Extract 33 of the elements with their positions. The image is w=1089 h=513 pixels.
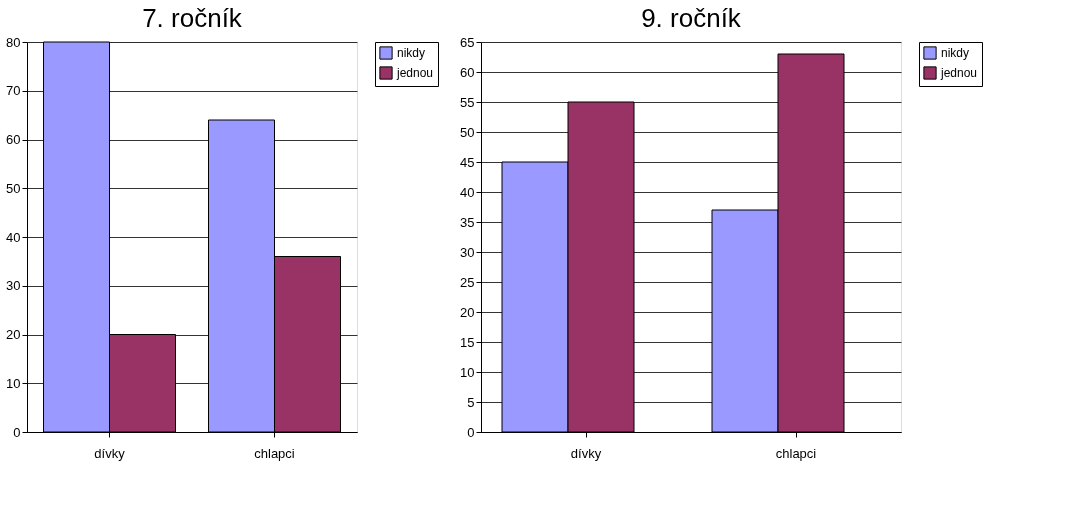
- legend-label: nikdy: [397, 46, 426, 60]
- y-tick-label: 60: [6, 132, 21, 147]
- y-tick-label: 50: [6, 180, 21, 196]
- x-tick-label: chlapci: [254, 445, 295, 461]
- y-tick-label: 35: [460, 214, 475, 230]
- y-tick-label: 40: [460, 184, 475, 200]
- legend-label: nikdy: [941, 46, 970, 60]
- y-tick-label: 55: [460, 94, 475, 110]
- x-tick-label: dívky: [94, 445, 126, 461]
- y-tick-label: 10: [6, 375, 21, 391]
- y-tick-label: 0: [13, 424, 21, 440]
- y-tick-label: 80: [6, 34, 21, 50]
- y-tick-label: 50: [460, 124, 475, 140]
- y-tick-label: 0: [467, 424, 475, 440]
- y-tick-label: 25: [460, 274, 475, 290]
- y-tick-label: 40: [6, 229, 21, 245]
- y-tick-label: 15: [460, 334, 475, 350]
- y-tick-label: 20: [460, 304, 475, 320]
- x-tick-label: chlapci: [775, 445, 817, 461]
- y-tick-label: 65: [460, 34, 475, 50]
- legend-label: jednou: [940, 66, 978, 80]
- y-tick-label: 70: [6, 83, 21, 99]
- chart-title: 9. ročník: [641, 3, 742, 33]
- y-tick-label: 30: [6, 278, 21, 294]
- y-tick-label: 45: [460, 154, 475, 170]
- chart-title: 7. ročník: [142, 3, 243, 33]
- y-tick-label: 60: [460, 64, 475, 80]
- y-tick-label: 20: [6, 327, 21, 342]
- legend-label: jednou: [396, 66, 434, 80]
- y-tick-label: 10: [460, 364, 475, 380]
- y-tick-label: 5: [467, 394, 475, 410]
- y-tick-label: 30: [460, 244, 475, 260]
- x-tick-label: dívky: [570, 445, 602, 461]
